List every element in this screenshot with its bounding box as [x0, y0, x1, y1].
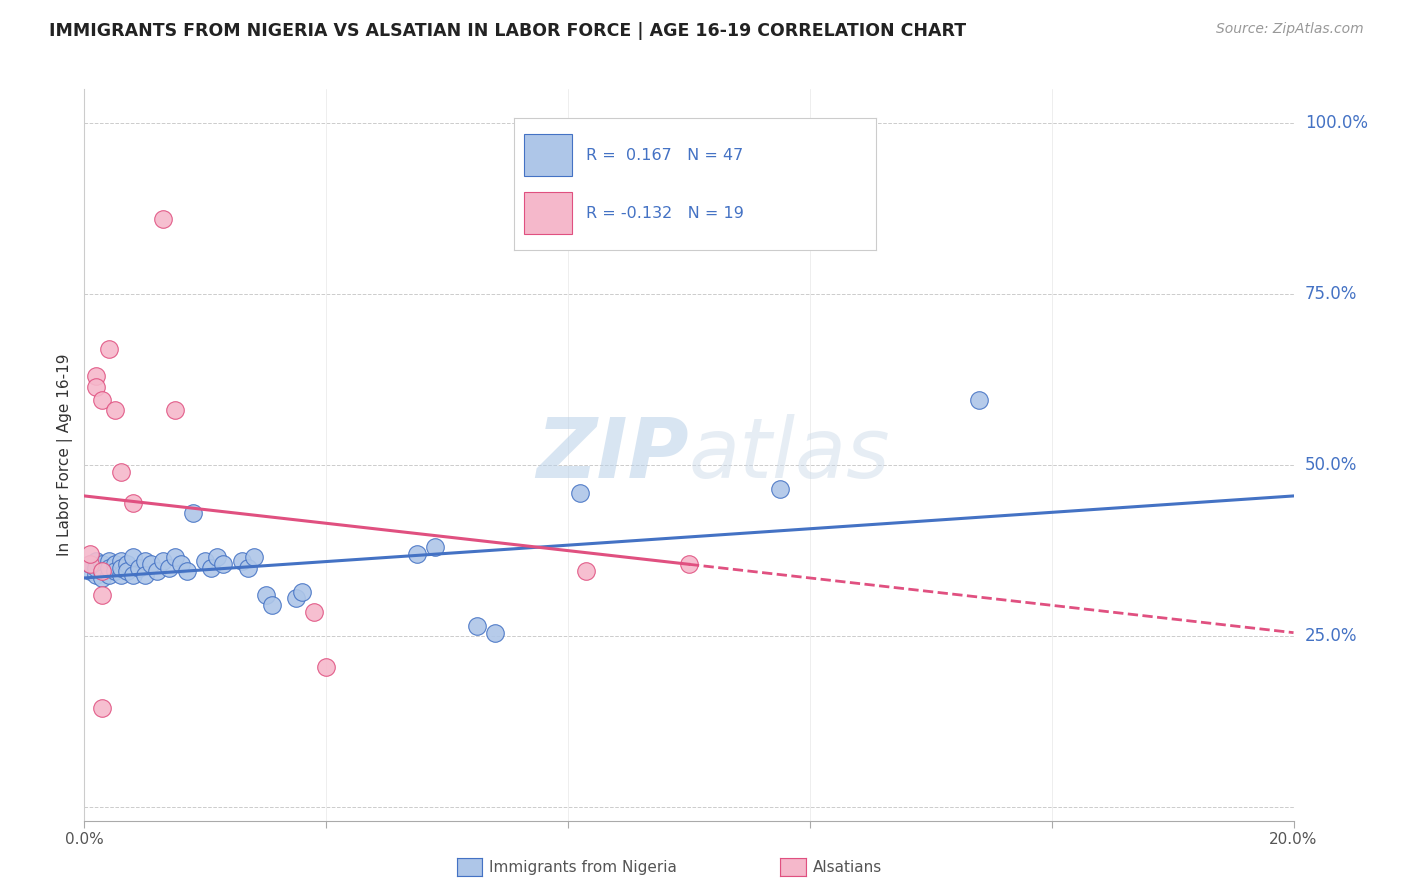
Text: IMMIGRANTS FROM NIGERIA VS ALSATIAN IN LABOR FORCE | AGE 16-19 CORRELATION CHART: IMMIGRANTS FROM NIGERIA VS ALSATIAN IN L…: [49, 22, 966, 40]
Point: [79, 558, 101, 572]
Text: Source: ZipAtlas.com: Source: ZipAtlas.com: [1216, 22, 1364, 37]
Point: [104, 403, 127, 417]
Point: [79, 564, 101, 578]
Point: [97, 567, 120, 582]
Point: [284, 591, 308, 606]
Point: [302, 605, 325, 619]
Point: [79, 547, 101, 561]
Text: Alsatians: Alsatians: [813, 860, 882, 874]
Point: [86, 379, 108, 393]
Point: [86, 369, 108, 384]
Point: [104, 564, 127, 578]
Point: [91, 564, 114, 578]
Point: [134, 567, 156, 582]
Point: [163, 403, 186, 417]
Point: [97, 560, 120, 574]
Point: [575, 564, 598, 578]
FancyBboxPatch shape: [457, 858, 482, 876]
Point: [121, 550, 143, 565]
Point: [242, 550, 264, 565]
Point: [967, 393, 990, 408]
Text: Immigrants from Nigeria: Immigrants from Nigeria: [489, 860, 678, 874]
Point: [110, 554, 132, 568]
Point: [194, 554, 217, 568]
Point: [484, 625, 506, 640]
Point: [406, 547, 429, 561]
Text: atlas: atlas: [689, 415, 890, 495]
Point: [115, 564, 138, 578]
Point: [104, 558, 127, 572]
Point: [91, 701, 114, 715]
Point: [678, 558, 700, 572]
Point: [212, 558, 235, 572]
Point: [200, 560, 222, 574]
Y-axis label: In Labor Force | Age 16-19: In Labor Force | Age 16-19: [58, 353, 73, 557]
Point: [163, 550, 186, 565]
Point: [79, 558, 101, 572]
Point: [110, 465, 132, 479]
Point: [91, 588, 114, 602]
Point: [260, 599, 283, 613]
Point: [769, 482, 792, 496]
Point: [110, 567, 132, 582]
Point: [152, 554, 174, 568]
Point: [134, 554, 156, 568]
Point: [110, 560, 132, 574]
Point: [86, 567, 108, 582]
Text: 75.0%: 75.0%: [1305, 285, 1357, 303]
Point: [236, 560, 259, 574]
Text: 100.0%: 100.0%: [1305, 114, 1368, 132]
Point: [291, 584, 314, 599]
Point: [176, 564, 198, 578]
Point: [315, 660, 337, 674]
Point: [91, 571, 114, 585]
Text: 25.0%: 25.0%: [1305, 627, 1357, 645]
Point: [467, 619, 489, 633]
Point: [170, 558, 193, 572]
Point: [207, 550, 229, 565]
Point: [97, 342, 120, 356]
Point: [115, 558, 138, 572]
Point: [91, 564, 114, 578]
FancyBboxPatch shape: [780, 858, 806, 876]
Point: [121, 496, 143, 510]
Point: [91, 393, 114, 408]
Text: ZIP: ZIP: [536, 415, 689, 495]
Point: [254, 588, 277, 602]
Point: [569, 485, 592, 500]
Point: [86, 560, 108, 574]
Point: [139, 558, 162, 572]
Point: [86, 554, 108, 568]
Point: [423, 540, 446, 554]
Point: [181, 506, 204, 520]
Point: [91, 558, 114, 572]
Point: [97, 554, 120, 568]
Point: [157, 560, 180, 574]
Point: [231, 554, 253, 568]
Text: 50.0%: 50.0%: [1305, 456, 1357, 475]
Point: [152, 212, 174, 227]
Point: [146, 564, 169, 578]
Point: [121, 567, 143, 582]
Point: [128, 560, 150, 574]
